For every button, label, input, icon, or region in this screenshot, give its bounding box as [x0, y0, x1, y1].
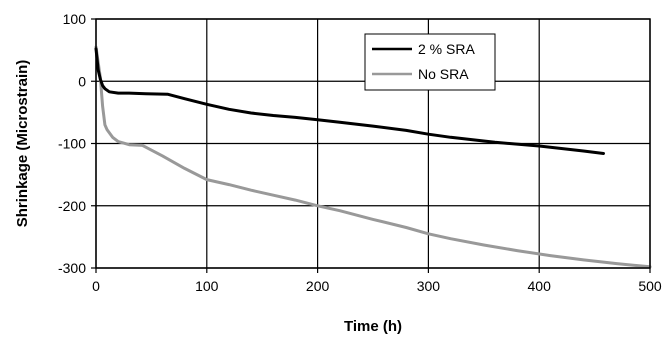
legend-box: [364, 33, 496, 91]
x-tick-label: 100: [195, 278, 219, 294]
legend: 2 % SRA No SRA: [364, 33, 496, 91]
x-tick-label: 400: [528, 278, 552, 294]
y-tick-label: -100: [58, 136, 86, 152]
x-tick-label: 200: [306, 278, 330, 294]
legend-label-no-sra: No SRA: [418, 66, 469, 82]
axis-ticks: 0 100 200 300 400 500 100 0 -100 -200 -300: [58, 11, 662, 294]
x-tick-label: 0: [92, 278, 100, 294]
y-axis-label: Shrinkage (Microstrain): [14, 60, 31, 228]
y-tick-label: 0: [78, 73, 86, 89]
y-tick-label: -300: [58, 260, 86, 276]
legend-label-2pct-sra: 2 % SRA: [418, 41, 475, 57]
y-tick-label: 100: [63, 11, 87, 27]
x-tick-label: 500: [638, 278, 662, 294]
series-line-2pct-sra: [94, 47, 605, 155]
x-tick-label: 300: [417, 278, 441, 294]
y-tick-label: -200: [58, 198, 86, 214]
series-line-no-sra: [94, 45, 652, 269]
x-axis-label: Time (h): [344, 318, 402, 335]
series-lines: [94, 45, 652, 269]
